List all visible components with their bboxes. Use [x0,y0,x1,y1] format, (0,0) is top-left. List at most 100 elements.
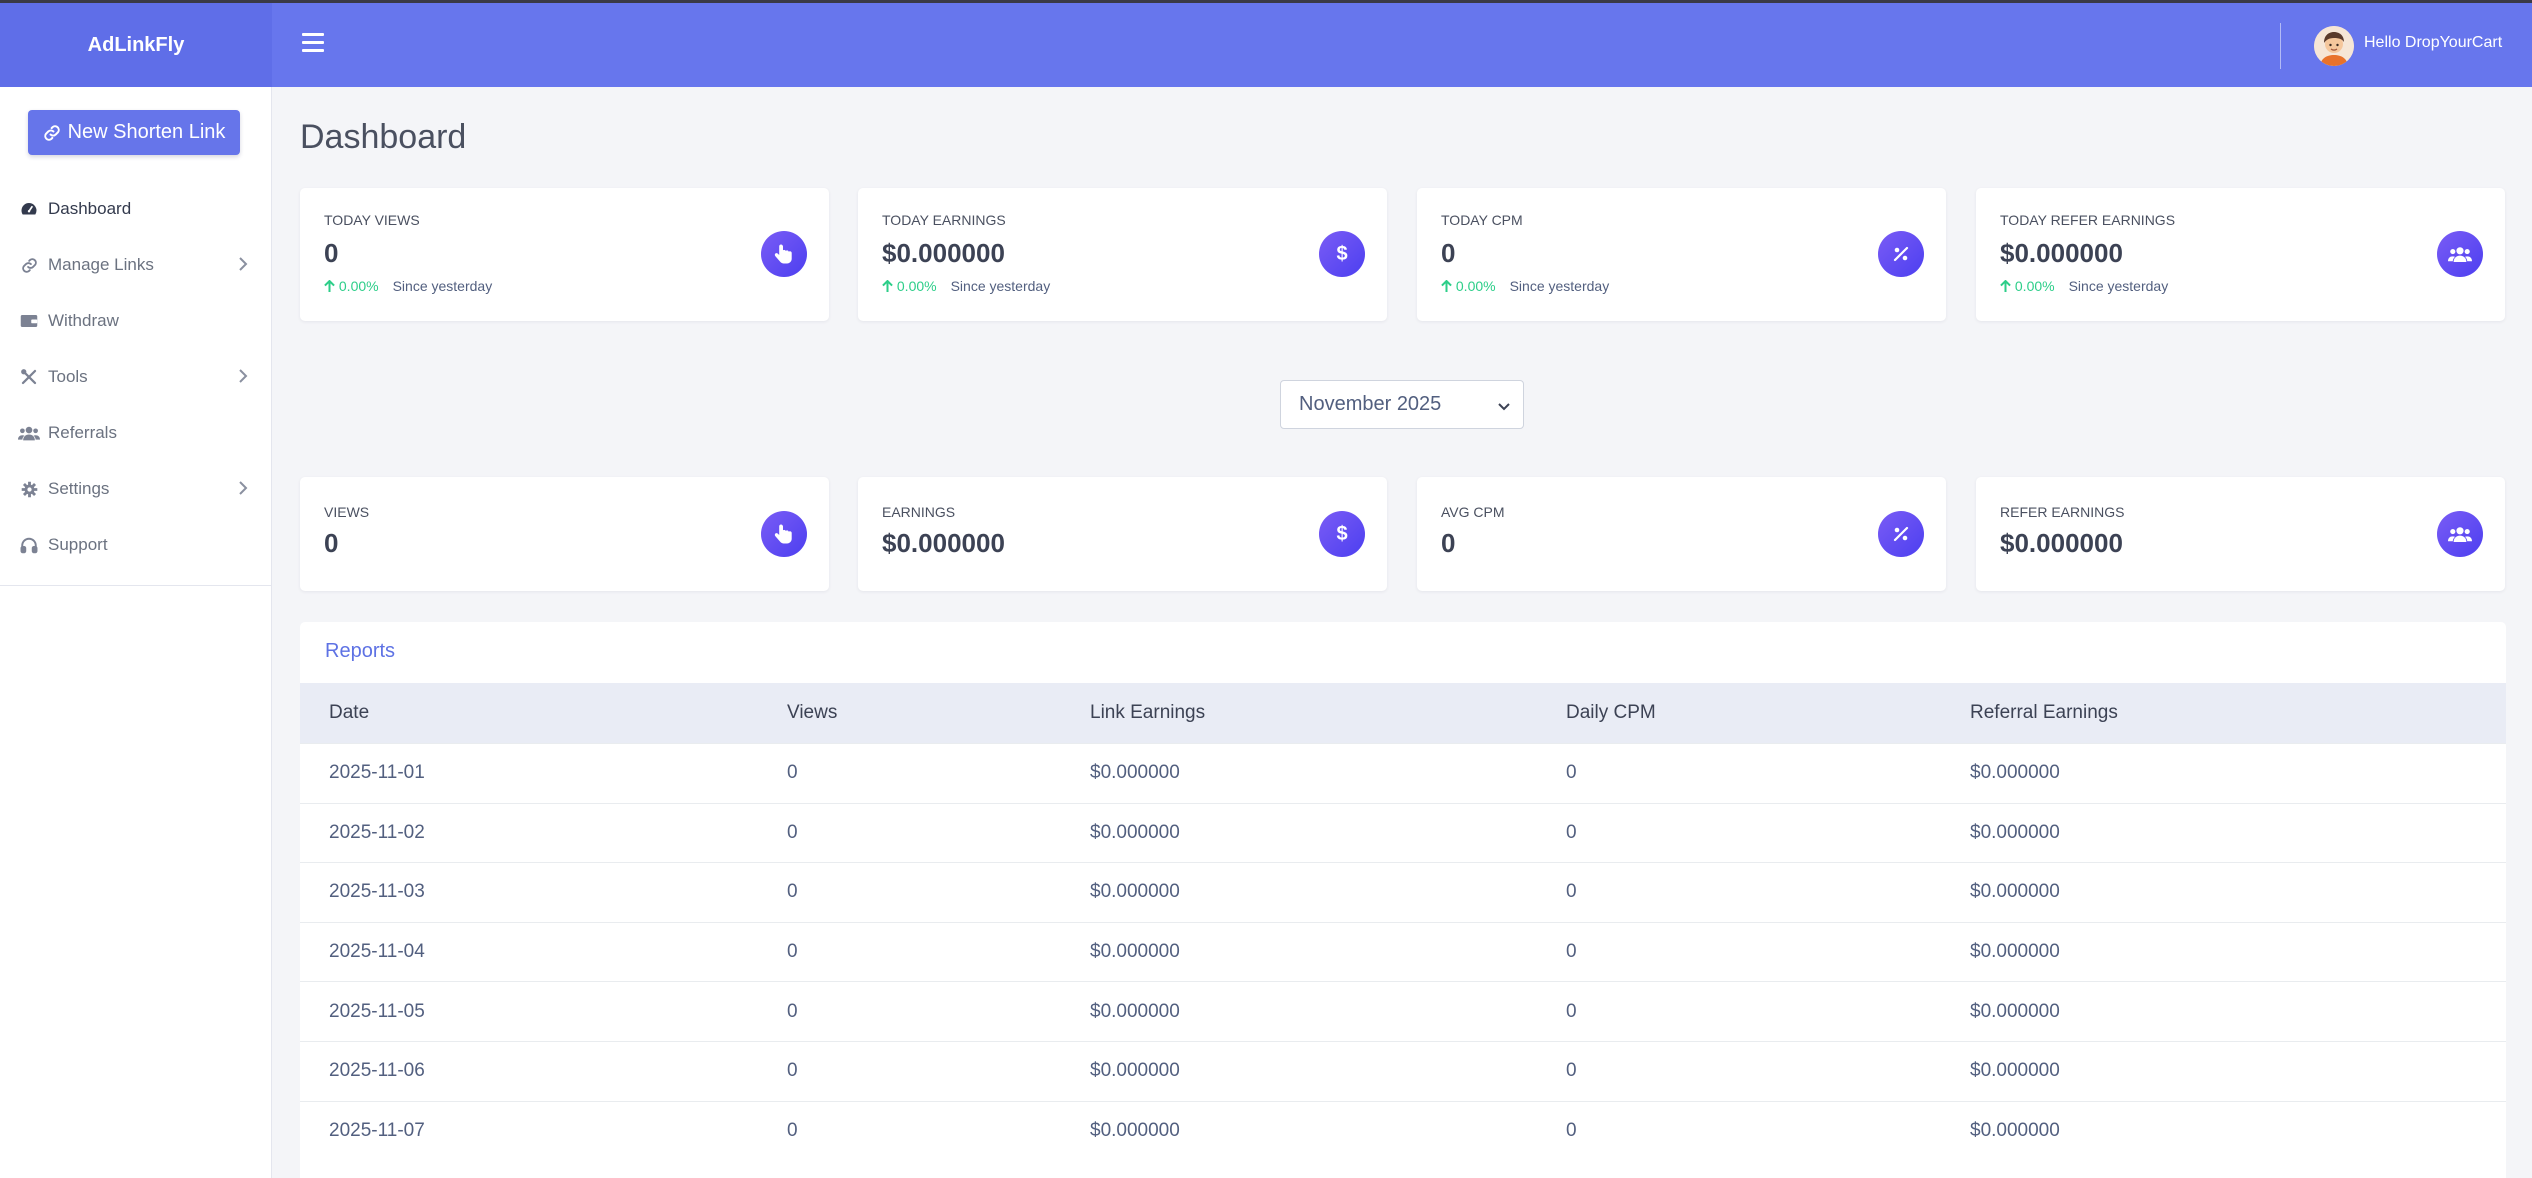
stat-card-earnings: EARNINGS $0.000000 $ [858,477,1387,591]
dollar-icon: $ [1319,511,1365,557]
cell-daily-cpm: 0 [1566,881,1577,903]
stat-trend: 0.00% Since yesterday [1441,278,1609,294]
new-shorten-link-button[interactable]: New Shorten Link [28,110,240,155]
sidebar-item-settings[interactable]: Settings [0,461,272,517]
cell-link-earnings: $0.000000 [1090,1060,1180,1082]
cell-referral-earnings: $0.000000 [1970,762,2060,784]
cell-date: 2025-11-04 [329,941,425,963]
cell-link-earnings: $0.000000 [1090,881,1180,903]
reports-title[interactable]: Reports [325,640,396,662]
gear-icon [18,478,40,500]
link-icon [43,124,60,141]
stat-value: 0 [324,528,339,558]
cell-date: 2025-11-06 [329,1060,425,1082]
sidebar-item-withdraw[interactable]: Withdraw [0,293,272,349]
cell-referral-earnings: $0.000000 [1970,881,2060,903]
page-title: Dashboard [300,118,467,156]
chevron-right-icon [238,480,248,501]
sidebar-item-label: Settings [48,479,110,498]
stat-label: TODAY REFER EARNINGS [2000,212,2176,228]
cell-daily-cpm: 0 [1566,1060,1577,1082]
pointer-icon [761,511,807,557]
sidebar-item-dashboard[interactable]: Dashboard [0,181,272,237]
stat-since: Since yesterday [392,278,493,294]
cell-link-earnings: $0.000000 [1090,821,1180,843]
cell-link-earnings: $0.000000 [1090,1119,1180,1141]
stat-label: REFER EARNINGS [2000,504,2125,520]
reports-panel: Reports Date Views Link Earnings Daily C… [300,622,2506,1178]
stat-label: EARNINGS [882,504,956,520]
wallet-icon [18,310,40,332]
stat-label: TODAY CPM [1441,212,1523,228]
hamburger-menu-icon[interactable] [302,33,324,57]
stat-percent: 0.00% [2014,278,2055,294]
stat-value: 0 [1441,528,1456,558]
cell-link-earnings: $0.000000 [1090,1000,1180,1022]
table-row: 2025-11-01 0 $0.000000 0 $0.000000 [300,743,2506,803]
cell-views: 0 [787,762,798,784]
sidebar-item-label: Manage Links [48,255,154,274]
stat-card-today-views: TODAY VIEWS 0 0.00% Since yesterday [300,188,829,321]
chevron-right-icon [238,368,248,389]
brand-logo[interactable]: AdLinkFly [0,3,272,87]
column-header-date: Date [329,702,370,723]
sidebar-item-label: Support [48,535,108,554]
stat-card-avg-cpm: AVG CPM 0 [1417,477,1946,591]
stat-trend: 0.00% Since yesterday [2000,278,2168,294]
table-body: 2025-11-01 0 $0.000000 0 $0.000000 2025-11-02… [300,743,2506,1160]
sidebar-divider [0,585,272,586]
avatar[interactable] [2314,26,2354,66]
reports-table: Date Views Link Earnings Daily CPM Refer… [300,683,2506,1160]
stat-since: Since yesterday [950,278,1051,294]
stat-card-today-cpm: TODAY CPM 0 0.00% Since yesterday [1417,188,1946,321]
table-row: 2025-11-05 0 $0.000000 0 $0.000000 [300,981,2506,1041]
users-icon [2437,511,2483,557]
cell-daily-cpm: 0 [1566,1119,1577,1141]
sidebar: AdLinkFly New Shorten Link Dashboard Man… [0,0,272,1178]
sidebar-item-tools[interactable]: Tools [0,349,272,405]
sidebar-item-referrals[interactable]: Referrals [0,405,272,461]
cell-views: 0 [787,1000,798,1022]
cell-views: 0 [787,1060,798,1082]
cell-referral-earnings: $0.000000 [1970,1060,2060,1082]
sidebar-item-manage-links[interactable]: Manage Links [0,237,272,293]
arrow-up-icon [324,279,335,292]
cell-daily-cpm: 0 [1566,941,1577,963]
user-greeting[interactable]: Hello DropYourCart [2364,34,2503,51]
new-shorten-link-label: New Shorten Link [67,121,226,143]
arrow-up-icon [2000,279,2011,292]
stat-card-today-earnings: TODAY EARNINGS $0.000000 0.00% Since yes… [858,188,1387,321]
cell-date: 2025-11-07 [329,1119,425,1141]
arrow-up-icon [1441,279,1452,292]
table-row: 2025-11-07 0 $0.000000 0 $0.000000 [300,1100,2506,1161]
cell-views: 0 [787,1119,798,1141]
cell-views: 0 [787,941,798,963]
stat-trend: 0.00% Since yesterday [882,278,1050,294]
stat-label: AVG CPM [1441,504,1505,520]
cell-daily-cpm: 0 [1566,762,1577,784]
stat-card-refer-earnings: REFER EARNINGS $0.000000 [1976,477,2505,591]
column-header-daily-cpm: Daily CPM [1566,702,1656,723]
cell-link-earnings: $0.000000 [1090,762,1180,784]
table-header: Date Views Link Earnings Daily CPM Refer… [300,683,2506,743]
stat-value: 0 [324,238,339,268]
chevron-down-icon [1497,397,1511,420]
sidebar-item-support[interactable]: Support [0,517,272,573]
link-icon [18,254,40,276]
header-divider [2280,23,2281,69]
cell-views: 0 [787,821,798,843]
pointer-icon [761,231,807,277]
stat-value: $0.000000 [882,528,1005,558]
month-select[interactable]: November 2025 [1280,380,1524,429]
stat-percent: 0.00% [1455,278,1496,294]
stat-value: 0 [1441,238,1456,268]
dashboard-icon [18,198,40,220]
stat-since: Since yesterday [1509,278,1610,294]
stat-percent: 0.00% [896,278,937,294]
top-navbar: Hello DropYourCart [272,3,2532,87]
users-icon [2437,231,2483,277]
stat-since: Since yesterday [2068,278,2169,294]
cell-referral-earnings: $0.000000 [1970,1000,2060,1022]
stat-trend: 0.00% Since yesterday [324,278,492,294]
stat-value: $0.000000 [882,238,1005,268]
